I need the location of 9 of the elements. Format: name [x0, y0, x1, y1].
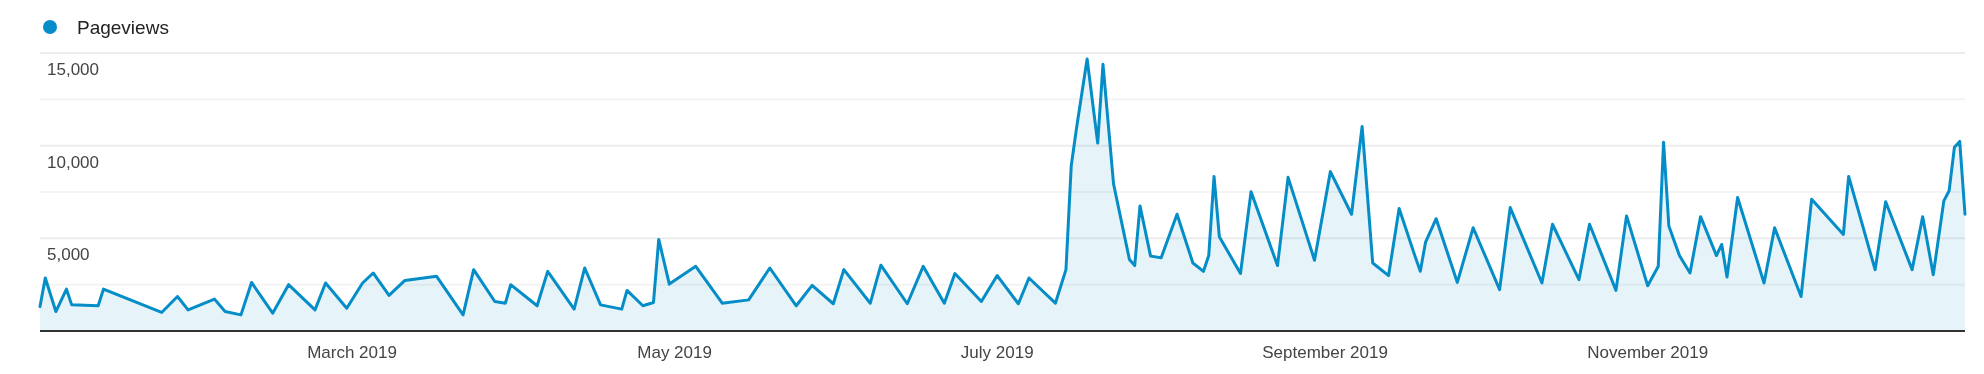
x-tick-label: September 2019 — [1262, 343, 1388, 362]
x-tick-label: July 2019 — [960, 343, 1034, 362]
legend-label: Pageviews — [77, 17, 169, 38]
y-tick-label: 5,000 — [47, 245, 90, 265]
x-tick-label: May 2019 — [637, 343, 712, 362]
x-tick-label: November 2019 — [1587, 343, 1709, 362]
y-tick-label: 15,000 — [47, 60, 99, 79]
y-tick-label: 10,000 — [47, 152, 99, 172]
x-tick-label: March 2019 — [307, 343, 397, 362]
